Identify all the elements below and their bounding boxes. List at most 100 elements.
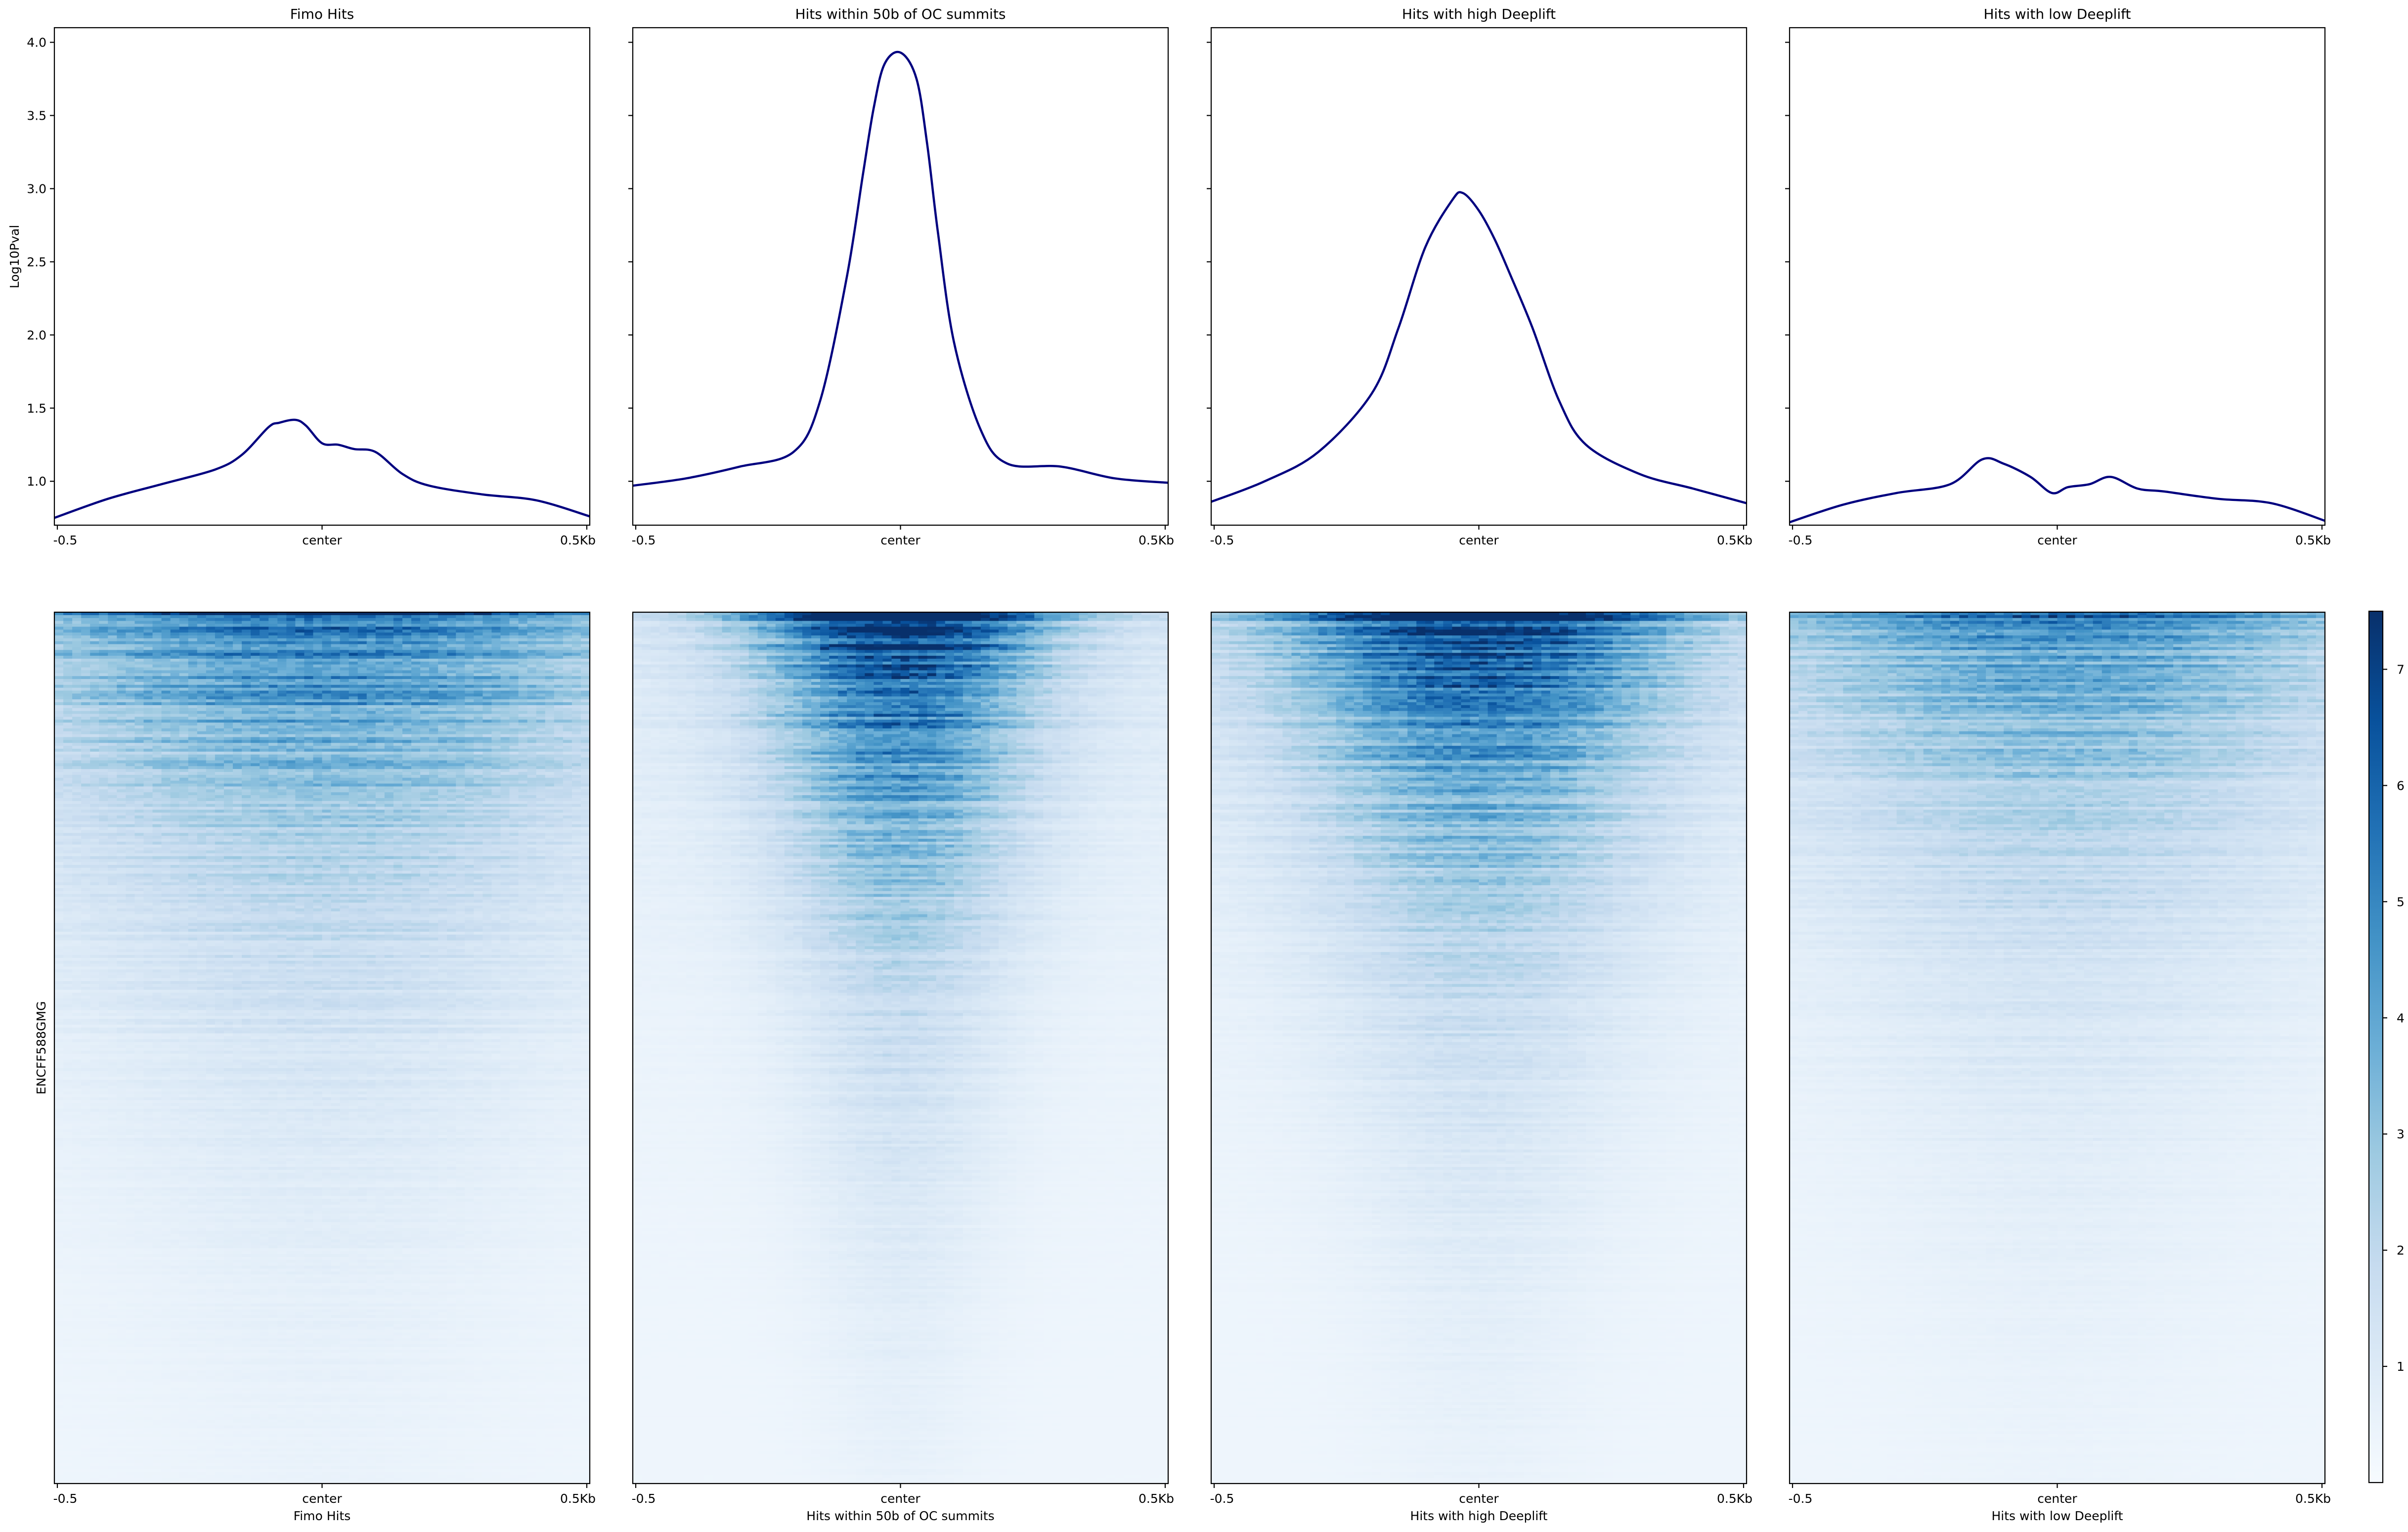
heatmap-cell — [108, 647, 117, 650]
heatmap-cell — [313, 638, 322, 641]
heatmap-cell — [465, 653, 474, 656]
x-tick-label: 0.5Kb — [560, 533, 596, 547]
heatmap-cell — [331, 662, 341, 665]
heatmap-cell — [572, 653, 581, 656]
heatmap-cell — [242, 676, 251, 679]
heatmap-cell — [286, 653, 296, 656]
heatmap-cell — [438, 665, 447, 668]
heatmap-cell — [394, 662, 403, 665]
heatmap-cell — [295, 685, 305, 688]
heatmap-cell — [251, 641, 260, 644]
heatmap-cell — [411, 624, 421, 627]
heatmap-cell — [402, 615, 412, 618]
heatmap-cell — [501, 682, 510, 685]
heatmap-cell — [420, 699, 430, 702]
heatmap-cell — [563, 624, 572, 627]
heatmap-cell — [563, 679, 572, 682]
heatmap-cell — [402, 705, 412, 708]
heatmap-cell — [491, 693, 501, 696]
heatmap-cell — [81, 644, 90, 647]
heatmap-cell — [465, 662, 474, 665]
heatmap-cell — [197, 618, 207, 621]
heatmap-cell — [447, 696, 456, 699]
heatmap-cell — [394, 647, 403, 650]
heatmap-cell — [286, 670, 296, 673]
heatmap-cell — [501, 650, 510, 653]
heatmap-cell — [126, 708, 135, 711]
heatmap-cell — [572, 682, 581, 685]
heatmap-cell — [519, 630, 528, 632]
heatmap-cell — [162, 699, 171, 702]
heatmap-cell — [456, 679, 465, 682]
heatmap-cell — [519, 632, 528, 635]
heatmap-cell — [304, 627, 313, 630]
heatmap-cell — [349, 662, 358, 665]
heatmap-cell — [438, 644, 447, 647]
heatmap-cell — [197, 615, 207, 618]
heatmap-cell — [536, 644, 546, 647]
heatmap-cell — [126, 641, 135, 644]
heatmap-cell — [153, 688, 162, 691]
heatmap-cell — [206, 708, 216, 711]
heatmap-cell — [171, 632, 180, 635]
heatmap-cell — [331, 665, 341, 668]
heatmap-cell — [224, 708, 233, 711]
profile-line — [1211, 192, 1747, 503]
heatmap-cell — [456, 656, 465, 659]
heatmap-cell — [188, 621, 198, 624]
heatmap-cell — [242, 630, 251, 632]
heatmap-cell — [519, 670, 528, 673]
heatmap-cell — [331, 679, 341, 682]
heatmap-cell — [197, 673, 207, 676]
heatmap-cell — [134, 615, 144, 618]
heatmap-cell — [197, 659, 207, 662]
heatmap-cell — [438, 682, 447, 685]
heatmap-cell — [411, 656, 421, 659]
heatmap-cell — [126, 702, 135, 705]
heatmap-cell — [376, 665, 385, 668]
heatmap-cell — [563, 653, 572, 656]
heatmap-cell — [358, 659, 367, 662]
heatmap-cell — [331, 618, 341, 621]
heatmap-cell — [385, 705, 394, 708]
heatmap-cell — [501, 635, 510, 638]
heatmap-cell — [581, 641, 590, 644]
heatmap-cell — [260, 688, 269, 691]
heatmap-cell — [63, 682, 73, 685]
heatmap-cell — [519, 673, 528, 676]
heatmap-cell — [286, 659, 296, 662]
heatmap-cell — [536, 653, 546, 656]
heatmap-cell — [572, 679, 581, 682]
heatmap-cell — [162, 668, 171, 671]
heatmap-cell — [251, 702, 260, 705]
heatmap-cell — [340, 676, 350, 679]
heatmap-cell — [215, 679, 224, 682]
heatmap-cell — [90, 668, 99, 671]
heatmap-cell — [367, 635, 376, 638]
heatmap-cell — [90, 685, 99, 688]
heatmap-cell — [349, 647, 358, 650]
heatmap-cell — [491, 699, 501, 702]
heatmap-cell — [501, 705, 510, 708]
heatmap-cell — [304, 682, 313, 685]
heatmap-cell — [572, 647, 581, 650]
heatmap-cell — [581, 621, 590, 624]
heatmap-cell — [108, 693, 117, 696]
heatmap-cell — [144, 676, 153, 679]
heatmap-cell — [126, 685, 135, 688]
heatmap-cell — [545, 650, 555, 653]
heatmap-cell — [429, 630, 438, 632]
heatmap-cell — [81, 662, 90, 665]
heatmap-cell — [260, 676, 269, 679]
heatmap-cell — [527, 670, 537, 673]
heatmap-cell — [242, 691, 251, 694]
heatmap-cell — [268, 624, 278, 627]
heatmap-cell — [171, 676, 180, 679]
heatmap-cell — [188, 615, 198, 618]
heatmap-cell — [572, 624, 581, 627]
heatmap-cell — [402, 688, 412, 691]
heatmap-cell — [572, 627, 581, 630]
heatmap-cell — [340, 679, 350, 682]
heatmap-cell — [134, 621, 144, 624]
heatmap-cell — [420, 653, 430, 656]
